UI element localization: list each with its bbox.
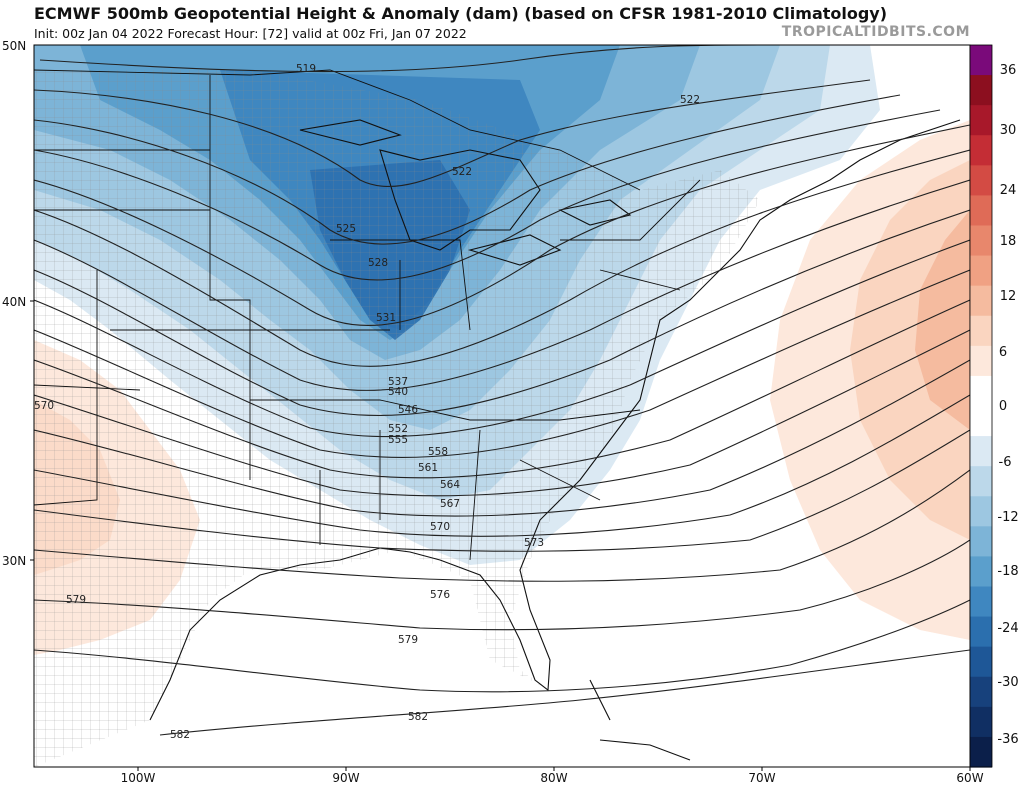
colorbar-swatches (970, 45, 992, 768)
colorbar-label: 18 (1000, 234, 1017, 249)
lon-label: 70W (748, 771, 775, 785)
contour-label: 522 (452, 166, 472, 178)
contour-label: 552 (388, 423, 408, 435)
colorbar-swatch (970, 45, 992, 76)
map-subtitle: Init: 00z Jan 04 2022 Forecast Hour: [72… (34, 26, 467, 41)
height-contours (34, 45, 970, 736)
colorbar-swatch (970, 285, 992, 317)
colorbar-label: 24 (1000, 183, 1017, 198)
colorbar-swatch (970, 736, 992, 768)
colorbar-swatch (970, 255, 992, 287)
colorbar-swatch (970, 165, 992, 197)
contour-label: 537 (388, 376, 408, 388)
colorbar-swatch (970, 646, 992, 678)
colorbar-label: -18 (997, 564, 1018, 579)
colorbar-swatch (970, 436, 992, 467)
lon-label: 60W (956, 771, 983, 785)
lon-label: 80W (540, 771, 567, 785)
county-lines (34, 70, 760, 767)
colorbar-labels: 36 30 24 18 12 6 0 -6 -12 -18 -24 -30 -3… (997, 63, 1018, 747)
colorbar-swatch (970, 676, 992, 708)
anomaly-colorbar: 36 30 24 18 12 6 0 -6 -12 -18 -24 -30 -3… (969, 44, 1019, 768)
map-title: ECMWF 500mb Geopotential Height & Anomal… (34, 4, 888, 23)
contour-label: 528 (368, 257, 388, 269)
contour-label: 519 (296, 63, 316, 75)
lon-label: 90W (332, 771, 359, 785)
lon-label: 100W (121, 771, 156, 785)
lat-label: 30N (2, 554, 26, 568)
contour-label: 564 (440, 479, 460, 491)
colorbar-label: -6 (999, 455, 1012, 470)
state-boundaries (34, 69, 701, 561)
colorbar-swatch (970, 375, 992, 407)
colorbar-swatch (970, 616, 992, 648)
colorbar-swatch (970, 586, 992, 618)
longitude-axis: 100W 90W 80W 70W 60W (121, 767, 984, 785)
colorbar-swatch (970, 105, 992, 136)
plot-area: 519 522 522 525 528 531 537 540 546 552 … (34, 45, 970, 767)
colorbar-swatch (970, 556, 992, 588)
contour-label: 558 (428, 446, 448, 458)
latitude-axis: 50N 40N 30N (2, 39, 34, 568)
colorbar-swatch (970, 345, 992, 377)
brand-watermark[interactable]: TROPICALTIDBITS.COM (781, 24, 970, 40)
colorbar-label: -30 (997, 675, 1018, 690)
contour-label: 561 (418, 462, 438, 474)
contour-label: 576 (430, 589, 450, 601)
lat-label: 40N (2, 295, 26, 309)
colorbar-frame (969, 44, 993, 768)
colorbar-swatch (970, 496, 992, 527)
colorbar-label: -12 (997, 510, 1018, 525)
colorbar-swatch (970, 315, 992, 347)
colorbar-label: 6 (999, 345, 1007, 360)
contour-label: 570 (34, 400, 54, 412)
colorbar-label: 30 (1000, 123, 1017, 138)
colorbar-label: -36 (997, 732, 1018, 747)
colorbar-label: 12 (1000, 289, 1017, 304)
colorbar-label: 36 (1000, 63, 1017, 78)
colorbar-swatch (970, 466, 992, 497)
contour-labels: 519 522 522 525 528 531 537 540 546 552 … (34, 63, 700, 741)
lat-label: 50N (2, 39, 26, 53)
colorbar-label: 0 (999, 399, 1007, 414)
colorbar-swatch (970, 225, 992, 257)
coastlines (149, 119, 961, 761)
colorbar-swatch (970, 526, 992, 558)
contour-label: 579 (66, 594, 86, 606)
contour-label: 570 (430, 521, 450, 533)
contour-label: 567 (440, 498, 460, 510)
colorbar-swatch (970, 135, 992, 166)
contour-label: 540 (388, 386, 408, 398)
colorbar-label: -24 (997, 621, 1018, 636)
colorbar-swatch (970, 406, 992, 437)
colorbar-swatch (970, 75, 992, 106)
contour-label: 522 (680, 94, 700, 106)
contour-label: 579 (398, 634, 418, 646)
contour-label: 555 (388, 434, 408, 446)
contour-label: 582 (408, 711, 428, 723)
contour-label: 573 (524, 537, 544, 549)
contour-label: 582 (170, 729, 190, 741)
colorbar-swatch (970, 706, 992, 738)
colorbar-swatch (970, 195, 992, 227)
contour-label: 525 (336, 223, 356, 235)
contour-label: 546 (398, 404, 418, 416)
contour-label: 531 (376, 312, 396, 324)
